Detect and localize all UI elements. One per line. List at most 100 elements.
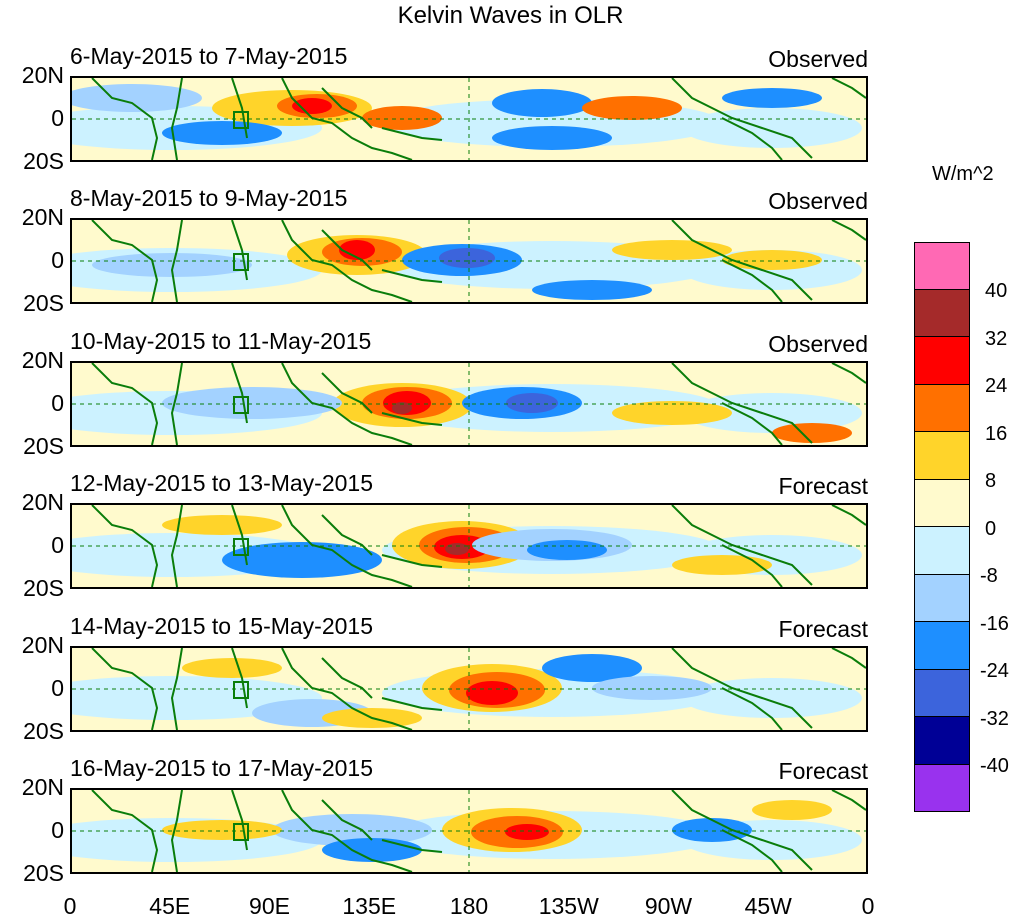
coastline bbox=[170, 790, 183, 872]
coastline bbox=[381, 269, 443, 283]
coastline bbox=[321, 514, 373, 556]
colorbar-swatch bbox=[914, 527, 970, 575]
latitude-label: 20S bbox=[23, 860, 64, 886]
coastline bbox=[381, 127, 443, 141]
colorbar-swatch bbox=[914, 289, 970, 337]
olr-anomaly-contour bbox=[722, 88, 822, 108]
longitude-label: 135E bbox=[342, 893, 397, 919]
olr-anomaly-contour bbox=[445, 543, 469, 555]
panel-date-range: 16-May-2015 to 17-May-2015 bbox=[70, 755, 373, 781]
latitude-label: 20S bbox=[23, 148, 64, 174]
region-box bbox=[233, 111, 249, 129]
colorbar-swatch bbox=[914, 479, 970, 527]
olr-anomaly-contour bbox=[392, 402, 412, 414]
olr-anomaly-contour bbox=[322, 838, 422, 862]
longitude-label: 45E bbox=[149, 893, 191, 919]
olr-map bbox=[70, 76, 868, 162]
olr-anomaly-contour bbox=[92, 253, 252, 277]
olr-anomaly-contour bbox=[582, 96, 682, 120]
longitude-label: 45W bbox=[744, 893, 792, 919]
colorbar-swatch bbox=[914, 384, 970, 432]
colorbar-units: W/m^2 bbox=[932, 163, 994, 185]
colorbar-label: 40 bbox=[985, 280, 1008, 302]
coastline bbox=[671, 790, 813, 871]
coastline bbox=[671, 78, 813, 159]
latitude-label: 20N bbox=[21, 62, 64, 88]
panel-kind-label: Observed bbox=[768, 331, 868, 357]
colorbar-swatch bbox=[914, 669, 970, 717]
longitude-label: 90W bbox=[644, 893, 693, 919]
region-box bbox=[233, 396, 249, 414]
olr-anomaly-contour bbox=[162, 121, 282, 145]
coastline bbox=[281, 78, 413, 160]
coastline bbox=[671, 648, 813, 729]
olr-map bbox=[70, 788, 868, 874]
coastline bbox=[91, 78, 159, 160]
olr-anomaly-contour bbox=[682, 108, 862, 148]
region-box bbox=[233, 823, 249, 841]
latitude-label: 0 bbox=[51, 817, 64, 843]
coastline bbox=[321, 799, 373, 841]
panel-date-range: 10-May-2015 to 11-May-2015 bbox=[70, 328, 372, 354]
colorbar-label: -16 bbox=[980, 612, 1009, 635]
colorbar-label: 32 bbox=[985, 327, 1008, 350]
olr-anomaly-contour bbox=[612, 401, 732, 425]
olr-anomaly-contour bbox=[162, 820, 282, 840]
olr-anomaly-contour bbox=[292, 98, 332, 114]
latitude-label: 0 bbox=[51, 105, 64, 131]
olr-anomaly-contour bbox=[505, 824, 549, 840]
coastline bbox=[281, 363, 413, 445]
coastline bbox=[170, 363, 183, 445]
latitude-label: 0 bbox=[51, 390, 64, 416]
coastline bbox=[721, 259, 783, 302]
coastline bbox=[321, 229, 373, 271]
olr-anomaly-contour bbox=[752, 800, 832, 820]
colorbar-label: -40 bbox=[980, 755, 1009, 777]
coastline bbox=[321, 657, 373, 699]
coastline bbox=[831, 505, 866, 526]
coastline bbox=[321, 87, 373, 129]
coastline bbox=[170, 220, 183, 302]
colorbar-swatch bbox=[914, 764, 970, 812]
olr-anomaly-contour bbox=[272, 814, 432, 846]
coastline bbox=[381, 697, 443, 711]
colorbar-label: 8 bbox=[985, 470, 997, 492]
latitude-label: 20N bbox=[21, 774, 64, 800]
latitude-label: 20S bbox=[23, 290, 64, 316]
panel-kind-label: Forecast bbox=[778, 758, 868, 784]
colorbar-swatch bbox=[914, 622, 970, 670]
coastline bbox=[831, 78, 866, 99]
coastline bbox=[721, 117, 783, 160]
olr-anomaly-contour bbox=[532, 280, 652, 300]
colorbar-label: -24 bbox=[980, 660, 1009, 682]
coastline bbox=[381, 554, 443, 568]
coastline bbox=[91, 790, 159, 872]
region-box bbox=[233, 681, 249, 699]
olr-anomaly-contour bbox=[466, 681, 518, 705]
colorbar-label: 16 bbox=[985, 422, 1008, 445]
olr-anomaly-contour bbox=[492, 126, 612, 150]
longitude-label: 180 bbox=[449, 893, 489, 919]
latitude-label: 0 bbox=[51, 675, 64, 701]
coastline bbox=[831, 790, 866, 811]
coastline bbox=[91, 505, 159, 587]
coastline bbox=[321, 372, 373, 414]
coastline bbox=[170, 78, 183, 160]
olr-map bbox=[70, 503, 868, 589]
latitude-label: 20N bbox=[21, 632, 64, 658]
colorbar-label: 24 bbox=[985, 375, 1008, 397]
latitude-label: 20N bbox=[21, 347, 64, 373]
longitude-label: 90E bbox=[249, 893, 290, 919]
coastline bbox=[91, 648, 159, 730]
colorbar-swatch bbox=[914, 574, 970, 622]
panel-kind-label: Forecast bbox=[778, 616, 868, 642]
olr-anomaly-contour bbox=[362, 106, 442, 130]
colorbar-label: -8 bbox=[980, 565, 998, 587]
coastline bbox=[721, 402, 783, 445]
colorbar-swatch bbox=[914, 432, 970, 480]
latitude-label: 20N bbox=[21, 489, 64, 515]
latitude-label: 20S bbox=[23, 575, 64, 601]
coastline bbox=[671, 505, 813, 586]
olr-map bbox=[70, 361, 868, 447]
longitude-label: 0 bbox=[861, 893, 875, 919]
